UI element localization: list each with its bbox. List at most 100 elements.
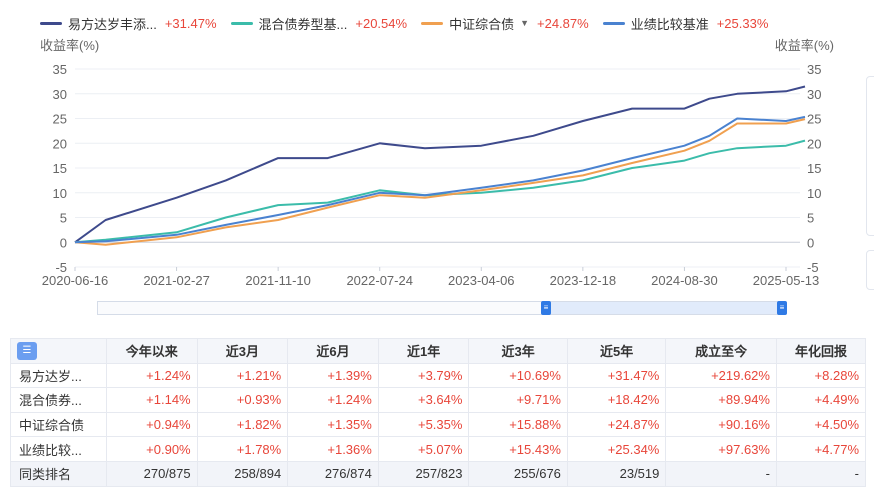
slider-selection[interactable]: ≡ ≡ bbox=[541, 301, 787, 315]
y-tick-label: 20 bbox=[807, 136, 821, 151]
legend-item-fund[interactable]: 易方达岁丰添... +31.47% bbox=[40, 14, 217, 33]
table-row: 混合债券... +1.14% +0.93% +1.24% +3.64% +9.71% +18… bbox=[10, 387, 867, 413]
table-cell: 255/676 bbox=[468, 460, 568, 487]
row-name: 同类排名 bbox=[10, 460, 107, 487]
table-cell: +1.35% bbox=[287, 411, 379, 438]
caret-down-icon[interactable]: ▼ bbox=[520, 18, 529, 28]
legend-value: +24.87% bbox=[537, 15, 589, 31]
x-tick-label: 2020-06-16 bbox=[42, 273, 109, 288]
table-cell: +1.24% bbox=[106, 362, 198, 389]
chart-legend: 易方达岁丰添... +31.47% 混合债券型基... +20.54% 中证综合… bbox=[40, 8, 782, 38]
x-tick-label: 2021-11-10 bbox=[245, 273, 311, 288]
legend-value: +20.54% bbox=[355, 15, 408, 31]
table-cell: +5.35% bbox=[377, 411, 470, 438]
table-cell: +0.93% bbox=[196, 387, 289, 413]
legend-name: 易方达岁丰添... bbox=[68, 16, 157, 32]
table-cell: +31.47% bbox=[566, 362, 667, 389]
legend-line-benchmark bbox=[602, 21, 625, 25]
legend-line-fund bbox=[40, 21, 62, 25]
table-cell: +1.82% bbox=[196, 411, 289, 438]
y-tick-label: 5 bbox=[807, 211, 814, 226]
side-panel-tab[interactable] bbox=[866, 76, 874, 236]
row-name: 易方达岁... bbox=[10, 362, 107, 389]
slider-end-handle[interactable]: ≡ bbox=[777, 301, 787, 315]
table-row: 业绩比较... +0.90% +1.78% +1.36% +5.07% +15.43% +2… bbox=[10, 436, 867, 462]
slider-start-handle[interactable]: ≡ bbox=[541, 301, 551, 315]
table-cell: - bbox=[665, 460, 777, 487]
table-cell: +5.07% bbox=[377, 436, 470, 462]
table-cell: +0.94% bbox=[106, 411, 198, 438]
table-cell: +1.14% bbox=[106, 387, 198, 413]
x-tick-label: 2025-05-13 bbox=[753, 273, 820, 288]
legend-value: +31.47% bbox=[164, 15, 217, 31]
table-cell: +18.42% bbox=[566, 387, 667, 413]
table-cell: +219.62% bbox=[665, 362, 777, 389]
table-cell: +4.77% bbox=[775, 436, 867, 462]
x-tick-label: 2024-08-30 bbox=[651, 273, 718, 288]
table-cell: +4.49% bbox=[775, 387, 867, 413]
column-header[interactable]: 今年以来 bbox=[106, 338, 198, 364]
column-header[interactable]: 近1年 bbox=[377, 338, 470, 364]
y-tick-label: 10 bbox=[53, 186, 67, 201]
table-cell: +3.79% bbox=[377, 362, 470, 389]
y-tick-label: 10 bbox=[807, 186, 821, 201]
table-header-row: ☰ 今年以来 近3月 近6月 近1年 近3年 近5年 成立至今 年化回报 bbox=[10, 338, 867, 364]
legend-name: 中证综合债 bbox=[449, 16, 515, 32]
column-header[interactable]: 近6月 bbox=[287, 338, 379, 364]
row-name: 业绩比较... bbox=[10, 436, 107, 462]
series-line bbox=[74, 115, 806, 244]
y-tick-label: 0 bbox=[807, 235, 814, 250]
x-tick-label: 2022-07-24 bbox=[346, 273, 413, 288]
rank-row: 同类排名 270/875 258/894 276/874 257/823 255/676 2… bbox=[10, 460, 867, 487]
row-name: 中证综合债 bbox=[10, 411, 107, 438]
table-cell: 257/823 bbox=[377, 460, 470, 487]
table-cell: +9.71% bbox=[468, 387, 568, 413]
series-line bbox=[74, 139, 806, 244]
x-tick-label: 2023-04-06 bbox=[448, 273, 515, 288]
column-header[interactable]: 近5年 bbox=[566, 338, 667, 364]
legend-name: 混合债券型基... bbox=[258, 16, 348, 32]
y-tick-label: 30 bbox=[807, 87, 821, 102]
table-cell: +97.63% bbox=[665, 436, 777, 462]
y-tick-label: -5 bbox=[55, 260, 67, 275]
table-cell: +1.21% bbox=[196, 362, 289, 389]
side-panel-tab[interactable] bbox=[866, 250, 874, 290]
table-cell: +1.24% bbox=[287, 387, 379, 413]
legend-value: +25.33% bbox=[716, 15, 769, 31]
y-tick-label: 25 bbox=[53, 112, 67, 127]
table-cell: +25.34% bbox=[566, 436, 667, 462]
filter-icon[interactable]: ☰ bbox=[17, 342, 37, 361]
y-tick-label: 15 bbox=[807, 161, 821, 176]
column-header[interactable]: 近3年 bbox=[468, 338, 568, 364]
table-cell: +8.28% bbox=[775, 362, 867, 389]
legend-item-index[interactable]: 中证综合债 ▼ +24.87% bbox=[421, 14, 589, 33]
return-line-chart[interactable]: 收益率(%) 收益率(%) 35 35 30 30 25 25 20 20 15 15 10 10 5 5 0 0… bbox=[0, 36, 874, 291]
table-corner: ☰ bbox=[10, 338, 107, 364]
table-cell: 276/874 bbox=[287, 460, 379, 487]
table-cell: 258/894 bbox=[196, 460, 289, 487]
row-name: 混合债券... bbox=[10, 387, 107, 413]
legend-item-benchmark[interactable]: 业绩比较基准 +25.33% bbox=[602, 14, 769, 33]
table-cell: +15.43% bbox=[468, 436, 568, 462]
performance-table: ☰ 今年以来 近3月 近6月 近1年 近3年 近5年 成立至今 年化回报 易方达… bbox=[10, 338, 867, 487]
table-cell: +1.78% bbox=[196, 436, 289, 462]
y-tick-label: 30 bbox=[53, 87, 67, 102]
table-cell: +4.50% bbox=[775, 411, 867, 438]
y-tick-label: 25 bbox=[807, 112, 821, 127]
column-header[interactable]: 年化回报 bbox=[775, 338, 867, 364]
table-row: 易方达岁... +1.24% +1.21% +1.39% +3.79% +10.69% +3… bbox=[10, 362, 867, 389]
x-tick-label: 2023-12-18 bbox=[550, 273, 617, 288]
column-header[interactable]: 成立至今 bbox=[665, 338, 777, 364]
series-line bbox=[74, 118, 806, 246]
table-cell: 270/875 bbox=[106, 460, 198, 487]
table-cell: +10.69% bbox=[468, 362, 568, 389]
table-row: 中证综合债 +0.94% +1.82% +1.35% +5.35% +15.88% +24.… bbox=[10, 411, 867, 438]
y-axis-title-right: 收益率(%) bbox=[775, 38, 834, 53]
column-header[interactable]: 近3月 bbox=[196, 338, 289, 364]
legend-item-category[interactable]: 混合债券型基... +20.54% bbox=[230, 14, 408, 33]
range-slider[interactable]: ≡ ≡ bbox=[97, 301, 787, 315]
x-tick-label: 2021-02-27 bbox=[143, 273, 210, 288]
legend-line-index bbox=[421, 21, 444, 25]
y-tick-label: 35 bbox=[807, 62, 821, 77]
table-cell: +89.94% bbox=[665, 387, 777, 413]
